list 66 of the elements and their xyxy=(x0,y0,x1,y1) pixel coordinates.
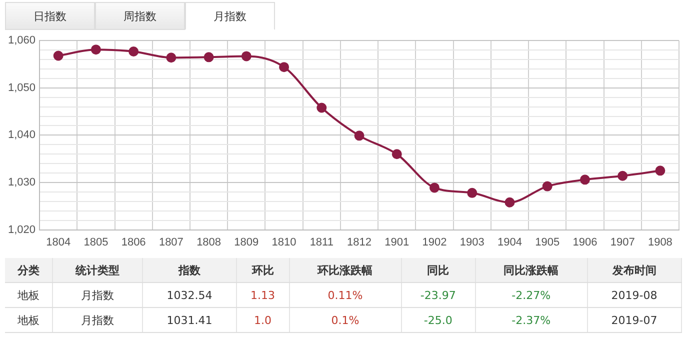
point xyxy=(504,197,515,208)
x-tick-label: 1905 xyxy=(535,236,560,248)
text: 1032.54 xyxy=(166,288,212,302)
text: 1.0 xyxy=(254,314,272,326)
point xyxy=(618,170,628,181)
x-tick-label: 1903 xyxy=(460,236,484,248)
point xyxy=(580,174,590,185)
text: 地板 xyxy=(17,288,40,302)
y-tick-label: 1,060 xyxy=(8,34,36,47)
point xyxy=(241,51,252,62)
point xyxy=(53,50,64,61)
category-label: 同比 xyxy=(401,258,476,282)
y-tick-label: 1,040 xyxy=(8,129,36,142)
text: 周指数 xyxy=(95,2,185,30)
x-tick-label: 1906 xyxy=(572,236,598,248)
text: 1.13 xyxy=(250,288,276,302)
x-tick-label: 1902 xyxy=(422,236,447,248)
point xyxy=(542,181,552,192)
point xyxy=(655,166,666,176)
text: 月指数 xyxy=(81,288,114,302)
category-label: 分类 xyxy=(5,258,52,282)
y-tick-label: 1,050 xyxy=(8,82,36,94)
x-tick-label: 1812 xyxy=(347,236,372,248)
category-label: 同比涨跌幅 xyxy=(475,258,588,282)
text: 2019-08 xyxy=(611,288,658,302)
text: -2.37% xyxy=(512,314,551,326)
x-tick-label: 1904 xyxy=(497,236,522,248)
x-tick-label: 1908 xyxy=(648,236,672,248)
text: 0.1% xyxy=(331,314,360,326)
x-tick-label: 1809 xyxy=(234,236,259,248)
x-tick-label: 1901 xyxy=(384,236,410,248)
x-tick-label: 1806 xyxy=(121,236,146,248)
text: -23.97 xyxy=(420,288,456,302)
point xyxy=(316,102,327,113)
x-tick-label: 1807 xyxy=(158,236,184,248)
point xyxy=(128,46,139,56)
x-tick-label: 1907 xyxy=(610,236,635,248)
category-label: 统计类型 xyxy=(52,258,143,282)
point xyxy=(467,188,478,198)
point xyxy=(429,182,440,193)
x-tick-label: 1804 xyxy=(46,236,71,248)
point xyxy=(279,62,290,72)
point xyxy=(392,149,402,160)
x-tick-label: 1810 xyxy=(272,236,296,248)
category-label: 环比涨跌幅 xyxy=(289,258,402,282)
category-label: 发布时间 xyxy=(587,258,682,282)
x-tick-label: 1808 xyxy=(196,236,222,248)
text: 地板 xyxy=(17,314,40,326)
category-label: 指数 xyxy=(142,258,236,282)
y-tick-label: 1,030 xyxy=(8,176,36,189)
text: 月指数 xyxy=(81,314,114,326)
text: -2.27% xyxy=(512,288,551,302)
text: 月指数 xyxy=(185,2,275,30)
x-tick-label: 1811 xyxy=(310,236,334,248)
point xyxy=(354,130,364,141)
x-tick-label: 1805 xyxy=(84,236,108,248)
text: 0.11% xyxy=(328,288,363,302)
point xyxy=(204,52,214,62)
text: 1031.41 xyxy=(166,314,212,326)
category-label: 环比 xyxy=(236,258,290,282)
text: 2019-07 xyxy=(611,314,658,326)
text: -25.0 xyxy=(424,314,452,326)
text: 日指数 xyxy=(5,2,95,30)
y-tick-label: 1,020 xyxy=(8,224,36,236)
point xyxy=(166,52,176,63)
point xyxy=(90,44,101,55)
